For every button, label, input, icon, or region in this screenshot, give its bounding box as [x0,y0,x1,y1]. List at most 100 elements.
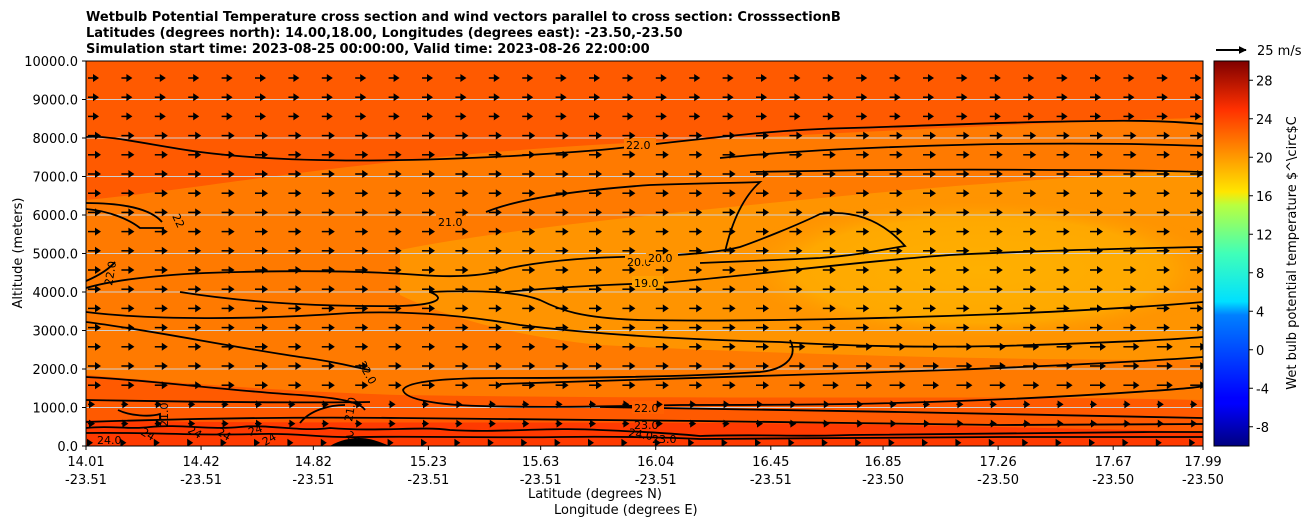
wind-vector [722,304,736,313]
wind-vector [756,304,769,313]
wind-vector [255,227,268,236]
wind-vector [454,438,461,446]
wind-vector [655,381,669,390]
wind-vector [655,304,669,313]
wind-vector [88,246,101,255]
colorbar-gradient [1213,60,1250,447]
wind-vector [88,74,99,82]
wind-vector [1090,93,1101,102]
wind-vector [1123,150,1137,159]
wind-vector [555,150,569,159]
colorbar-tick-label: 4 [1256,305,1264,320]
title-line-1: Wetbulb Potential Temperature cross sect… [86,10,841,25]
wind-vector [856,131,870,140]
contour-label: 21.0 [158,403,171,428]
wind-vector [856,342,873,351]
wind-vector [1190,342,1203,351]
wind-vector [1090,266,1103,274]
wind-vector [188,342,202,351]
wind-vector [121,304,135,313]
wind-vector [722,189,736,198]
x-tick-label-lon: -23.51 [292,473,334,488]
wind-vector [1189,438,1196,446]
colorbar-tick-label: 16 [1256,190,1273,205]
wind-vector [422,400,429,409]
wind-vector [188,74,200,82]
wind-vector [822,227,836,236]
wind-vector [522,112,534,121]
contour-label: 24 [247,422,265,439]
wind-vector [288,112,300,121]
wind-vector [355,266,369,274]
contour-label: 24 [215,425,234,443]
contour-label: 24 [260,430,279,448]
wind-vector [1023,189,1037,198]
x-tick-label-lat: 15.23 [410,455,447,470]
x-tick-label-lon: -23.51 [407,473,449,488]
wind-vector [622,74,634,82]
contour-line-22-near-surface [86,399,1203,419]
wind-vector [788,438,795,446]
wind-vector [1090,150,1103,159]
wind-vector [589,170,602,178]
wind-vector [355,170,369,178]
wind-vector [756,381,769,390]
wind-vector [822,170,836,178]
wind-vector [589,266,602,274]
wind-vector [255,419,262,428]
wind-vector [1156,112,1168,121]
wind-vector [1123,112,1135,121]
y-tick-label: 8000.0 [33,132,79,147]
y-tick-label: 4000.0 [33,286,79,301]
wind-vector [756,170,769,178]
wind-vector [856,362,873,370]
wind-vector [722,362,736,370]
wind-vector [422,150,435,159]
wind-vector [1056,419,1064,428]
wind-vector [354,438,361,446]
wind-vector [321,246,335,255]
contour-label: 24.0 [97,434,122,447]
x-axis-label-latitude: Latitude (degrees N) [528,487,662,502]
wind-vector [1122,438,1129,446]
wind-vector [756,362,769,370]
wind-vector [722,400,730,409]
wind-vector [722,227,736,236]
wind-vector [1023,400,1031,409]
wind-vector [488,342,502,351]
wind-vector [522,342,536,351]
title-line-3: Simulation start time: 2023-08-25 00:00:… [86,42,650,57]
wind-vector [555,419,563,428]
wind-vector [221,208,235,217]
wind-vector [722,74,734,82]
wind-vector [1056,342,1073,351]
wind-vector [255,74,266,82]
wind-vector [956,323,970,332]
wind-vector [355,208,369,217]
wind-vector [422,342,435,351]
wind-vector [221,419,229,428]
wind-vector [756,419,763,428]
wind-vector [888,438,895,446]
wind-vector [255,150,268,159]
wind-vector [689,381,703,390]
wind-vector [221,189,235,198]
wind-vector [388,150,402,159]
wind-vector [1123,170,1137,178]
wind-vector [989,170,1003,178]
wind-vector [188,150,202,159]
wind-vector [1089,438,1095,446]
wind-vector [321,150,335,159]
wind-vector [956,381,973,390]
wind-vector [1090,285,1103,294]
colorbar-tick-label: 0 [1256,344,1264,359]
wind-vector [355,93,367,102]
wind-vector [522,304,536,313]
wind-vector [288,400,296,409]
wind-vector [989,93,1001,102]
wind-vector [655,266,669,274]
x-tick-label-lat: 16.45 [752,455,789,470]
wind-vector [923,304,936,313]
wind-vector [756,266,769,274]
wind-vector [422,93,433,102]
